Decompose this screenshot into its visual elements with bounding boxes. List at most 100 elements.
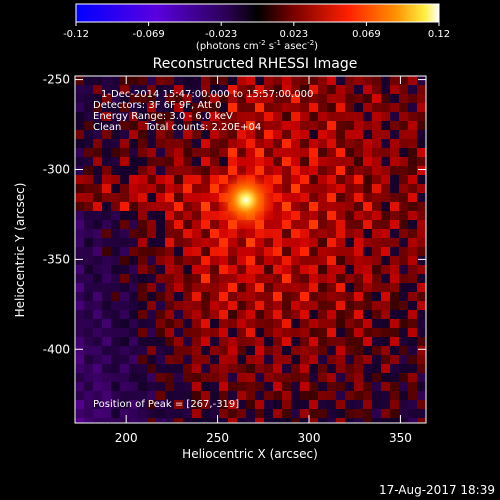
heatmap-cell [210,328,219,337]
heatmap-cell [192,364,201,373]
heatmap-cell [147,283,156,292]
heatmap-cell [264,112,273,121]
heatmap-cell [354,157,363,166]
heatmap-cell [381,346,390,355]
heatmap-cell [93,265,102,274]
heatmap-cell [372,229,381,238]
heatmap-cell [336,166,345,175]
heatmap-cell [390,157,399,166]
heatmap-cell [408,283,417,292]
heatmap-cell [354,130,363,139]
heatmap-cell [84,373,93,382]
heatmap-cell [309,310,318,319]
heatmap-cell [111,283,120,292]
heatmap-cell [147,112,156,121]
heatmap-cell [408,103,417,112]
x-tick-label: 350 [389,431,412,445]
heatmap-cell [102,85,111,94]
heatmap-cell [336,94,345,103]
heatmap-cell [354,337,363,346]
heatmap-cell [228,346,237,355]
heatmap-cell [264,256,273,265]
heatmap-cell [174,301,183,310]
heatmap-cell [228,130,237,139]
heatmap-cell [246,130,255,139]
heatmap-cell [363,148,372,157]
heatmap-cell [381,166,390,175]
heatmap-cell [354,400,363,409]
heatmap-cell [408,166,417,175]
heatmap-cell [183,400,192,409]
heatmap-cell [111,364,120,373]
x-tick-label: 200 [115,431,138,445]
heatmap-cell [147,418,156,423]
heatmap-cell [129,355,138,364]
heatmap-cell [282,166,291,175]
heatmap-cell [210,418,219,423]
heatmap-cell [309,418,318,423]
heatmap-cell [183,364,192,373]
heatmap-cell [363,409,372,418]
heatmap-cell [156,148,165,157]
heatmap-cell [336,337,345,346]
heatmap-cell [282,193,291,202]
heatmap-cell [156,247,165,256]
heatmap-cell [318,400,327,409]
heatmap-cell [417,310,426,319]
heatmap-cell [381,319,390,328]
heatmap-cell [129,121,138,130]
heatmap-cell [156,418,165,423]
heatmap-cell [273,211,282,220]
heatmap-cell [309,229,318,238]
heatmap-cell [201,157,210,166]
heatmap-cell [147,373,156,382]
heatmap-cell [363,229,372,238]
heatmap-cell [300,409,309,418]
heatmap-cell [174,292,183,301]
heatmap-cell [120,139,129,148]
heatmap-cell [417,130,426,139]
heatmap-cell [309,175,318,184]
heatmap-cell [237,130,246,139]
heatmap-cell [291,229,300,238]
peak-source [216,170,276,230]
heatmap-cell [372,148,381,157]
heatmap-cell [201,418,210,423]
colorbar-tick-label: 0.069 [352,29,381,40]
heatmap-cell [174,247,183,256]
heatmap-cell [309,265,318,274]
heatmap-cell [102,166,111,175]
heatmap-cell [165,103,174,112]
heatmap-cell [264,409,273,418]
heatmap-cell [327,391,336,400]
heatmap-cell [300,355,309,364]
heatmap-cell [165,364,174,373]
heatmap-cell [84,211,93,220]
heatmap-cell [138,328,147,337]
heatmap-cell [354,139,363,148]
heatmap-cell [282,175,291,184]
heatmap-cell [255,229,264,238]
heatmap-cell [192,121,201,130]
heatmap-cell [75,319,84,328]
heatmap-cell [399,328,408,337]
heatmap-cell [309,94,318,103]
heatmap-cell [354,112,363,121]
heatmap-cell [408,202,417,211]
heatmap-cell [390,229,399,238]
heatmap-cell [84,130,93,139]
heatmap-cell [390,193,399,202]
heatmap-cell [147,157,156,166]
heatmap-cell [345,238,354,247]
heatmap-cell [300,166,309,175]
heatmap-cell [408,274,417,283]
heatmap-cell [210,139,219,148]
heatmap-cell [138,355,147,364]
heatmap-cell [129,112,138,121]
heatmap-cell [201,85,210,94]
heatmap-cell [219,157,228,166]
heatmap-cell [336,256,345,265]
heatmap-cell [318,220,327,229]
heatmap-cell [417,292,426,301]
generated-timestamp: 17-Aug-2017 18:39 [379,483,495,497]
